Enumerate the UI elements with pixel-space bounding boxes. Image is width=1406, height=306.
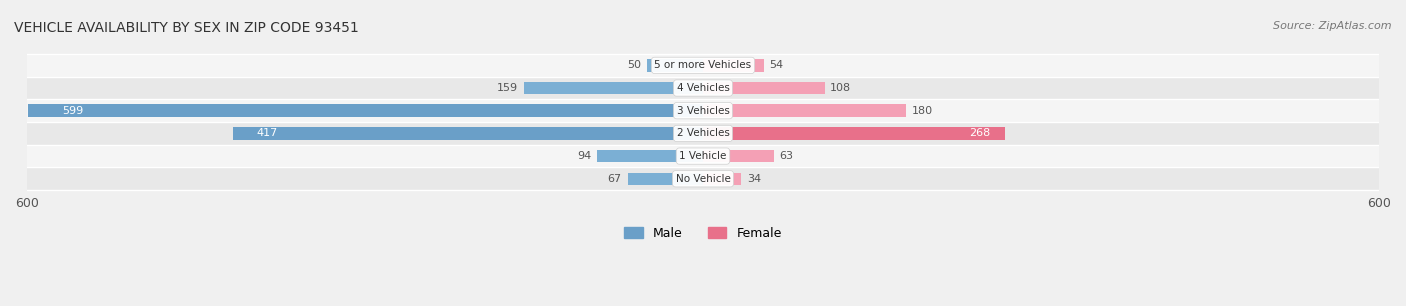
Text: 108: 108 bbox=[831, 83, 852, 93]
Text: 63: 63 bbox=[779, 151, 793, 161]
Text: 1 Vehicle: 1 Vehicle bbox=[679, 151, 727, 161]
Text: 4 Vehicles: 4 Vehicles bbox=[676, 83, 730, 93]
Bar bbox=[647, 59, 703, 72]
Bar bbox=[703, 104, 905, 117]
Bar bbox=[703, 82, 825, 94]
Bar bbox=[27, 99, 1379, 122]
Bar bbox=[27, 54, 1379, 77]
Text: 599: 599 bbox=[62, 106, 83, 116]
Bar bbox=[233, 127, 703, 140]
Bar bbox=[703, 150, 773, 162]
Text: 268: 268 bbox=[969, 129, 990, 138]
Bar bbox=[598, 150, 703, 162]
Text: 5 or more Vehicles: 5 or more Vehicles bbox=[654, 60, 752, 70]
Text: 50: 50 bbox=[627, 60, 641, 70]
Text: 54: 54 bbox=[769, 60, 783, 70]
Text: 94: 94 bbox=[578, 151, 592, 161]
Bar bbox=[524, 82, 703, 94]
Text: 3 Vehicles: 3 Vehicles bbox=[676, 106, 730, 116]
Text: 180: 180 bbox=[911, 106, 932, 116]
Legend: Male, Female: Male, Female bbox=[624, 227, 782, 240]
Bar bbox=[27, 77, 1379, 99]
Bar bbox=[28, 104, 703, 117]
Bar bbox=[703, 173, 741, 185]
Bar bbox=[627, 173, 703, 185]
Bar bbox=[27, 145, 1379, 167]
Bar bbox=[27, 167, 1379, 190]
Text: 2 Vehicles: 2 Vehicles bbox=[676, 129, 730, 138]
Text: No Vehicle: No Vehicle bbox=[675, 174, 731, 184]
Bar bbox=[703, 127, 1005, 140]
Bar bbox=[27, 122, 1379, 145]
Text: VEHICLE AVAILABILITY BY SEX IN ZIP CODE 93451: VEHICLE AVAILABILITY BY SEX IN ZIP CODE … bbox=[14, 21, 359, 35]
Text: 159: 159 bbox=[498, 83, 519, 93]
Text: 34: 34 bbox=[747, 174, 761, 184]
Text: 67: 67 bbox=[607, 174, 621, 184]
Text: 417: 417 bbox=[257, 129, 278, 138]
Bar bbox=[703, 59, 763, 72]
Text: Source: ZipAtlas.com: Source: ZipAtlas.com bbox=[1274, 21, 1392, 32]
